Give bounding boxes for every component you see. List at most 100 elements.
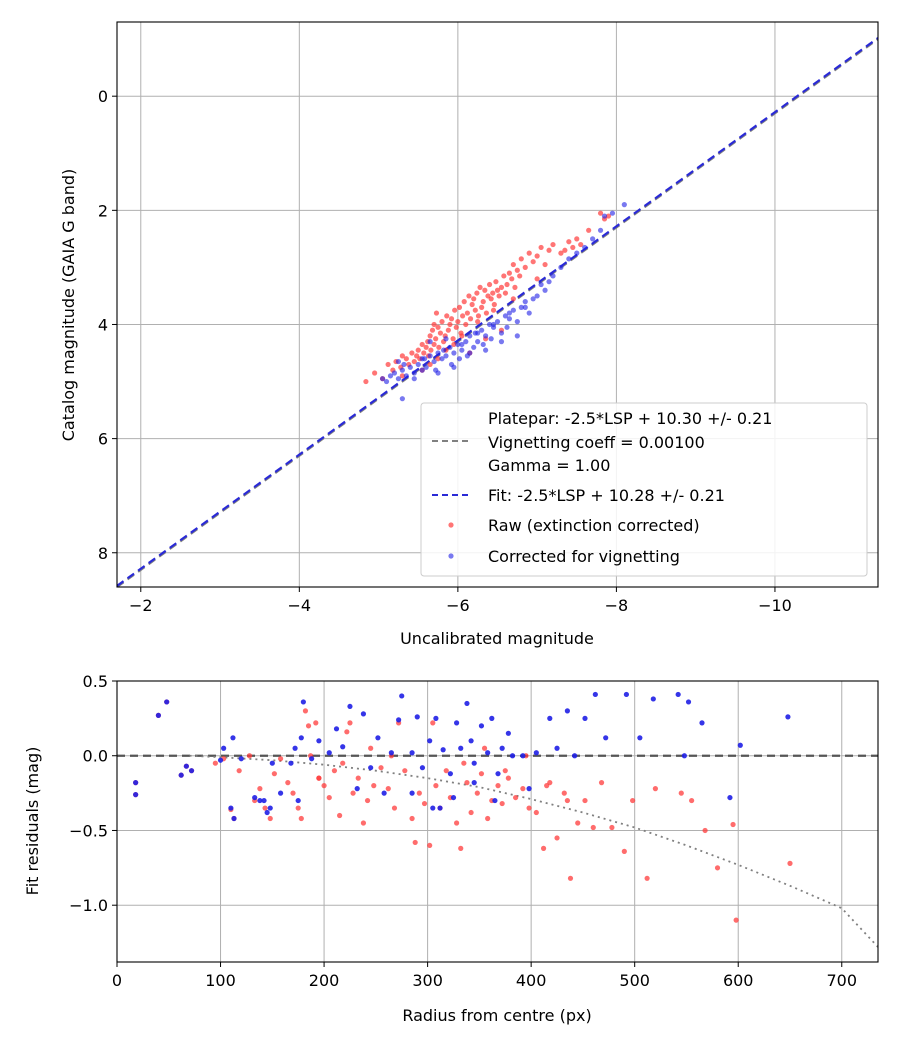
data-point (399, 353, 405, 359)
data-point (522, 304, 528, 310)
data-point (228, 805, 234, 811)
data-point (375, 735, 381, 741)
data-point (621, 848, 627, 854)
data-point (714, 865, 721, 871)
data-point (427, 361, 433, 368)
data-point (492, 797, 498, 804)
data-point (598, 780, 605, 786)
data-point (427, 333, 433, 339)
legend-platepar-line-2: Vignetting coeff = 0.00100 (488, 433, 705, 452)
data-point (554, 835, 560, 841)
data-point (431, 341, 437, 348)
data-point (517, 273, 523, 279)
data-point (609, 824, 615, 831)
reference-line (189, 754, 878, 948)
data-point (461, 760, 467, 766)
series-corrected (133, 691, 791, 822)
data-point (164, 699, 170, 705)
data-point (443, 336, 449, 342)
data-point (436, 344, 442, 350)
data-point (399, 367, 405, 373)
x-tick-label: 600 (723, 971, 754, 990)
data-point (483, 310, 489, 316)
data-point (396, 717, 402, 723)
bottom-points (133, 691, 793, 923)
data-point (355, 775, 361, 781)
series-corrected (379, 202, 627, 402)
data-point (485, 750, 491, 756)
data-point (564, 797, 570, 804)
data-point (385, 361, 391, 368)
data-point (340, 744, 346, 750)
data-point (178, 772, 184, 778)
data-point (480, 341, 486, 348)
data-point (298, 815, 304, 822)
data-point (564, 708, 570, 714)
data-point (430, 720, 436, 726)
data-point (522, 264, 528, 270)
data-point (399, 373, 405, 379)
data-point (387, 373, 394, 379)
data-point (510, 296, 516, 302)
data-point (471, 780, 477, 786)
data-point (423, 344, 429, 350)
data-point (530, 259, 536, 265)
data-point (459, 333, 465, 339)
data-point (475, 313, 482, 319)
data-point (399, 396, 405, 402)
data-point (267, 815, 273, 822)
data-point (407, 364, 413, 370)
data-point (456, 304, 463, 310)
data-point (506, 270, 512, 276)
data-point (439, 356, 445, 362)
data-point (236, 768, 242, 774)
data-point (554, 745, 560, 751)
data-point (437, 330, 444, 336)
data-point (530, 296, 536, 302)
data-point (689, 797, 695, 804)
data-point (269, 760, 275, 766)
data-point (518, 256, 524, 262)
data-point (385, 786, 391, 792)
data-point (504, 324, 510, 330)
data-point (499, 745, 505, 751)
data-point (421, 350, 427, 356)
top-y-axis-label: Catalog magnitude (GAIA G band) (59, 169, 78, 441)
data-point (257, 797, 263, 804)
data-point (427, 353, 433, 359)
data-point (458, 845, 464, 852)
data-point (558, 250, 564, 256)
data-point (518, 304, 524, 310)
data-point (399, 693, 405, 699)
data-point (630, 797, 636, 804)
data-point (514, 267, 520, 273)
data-point (505, 775, 511, 781)
data-point (419, 341, 425, 348)
data-point (514, 333, 520, 339)
data-point (597, 210, 604, 216)
data-point (502, 768, 508, 774)
data-point (285, 780, 291, 786)
data-point (475, 339, 481, 345)
y-tick-label: 0.0 (83, 747, 108, 766)
data-point (475, 319, 481, 325)
y-tick-label: 2 (98, 201, 108, 220)
data-point (447, 321, 453, 328)
data-point (481, 745, 488, 751)
data-point (411, 358, 417, 365)
data-point (493, 279, 499, 285)
data-point (452, 307, 458, 313)
data-point (609, 210, 616, 216)
data-point (450, 794, 457, 801)
data-point (512, 284, 518, 290)
data-point (456, 356, 463, 362)
data-point (486, 321, 493, 328)
x-tick-label: −10 (758, 596, 792, 615)
data-point (364, 797, 371, 804)
data-point (575, 820, 581, 826)
data-point (435, 370, 441, 376)
data-point (363, 378, 369, 385)
x-tick-label: 500 (619, 971, 650, 990)
data-point (566, 239, 572, 245)
